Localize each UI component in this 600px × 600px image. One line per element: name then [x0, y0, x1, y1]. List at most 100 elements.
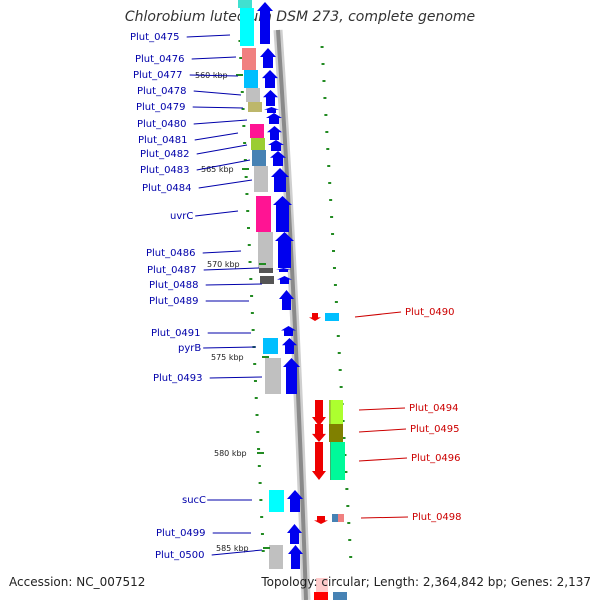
- tick-mark: [245, 193, 249, 195]
- gene-category-block: [331, 400, 343, 424]
- tick-mark: [259, 499, 263, 501]
- topology-text: Topology: circular; Length: 2,364,842 bp…: [261, 575, 591, 589]
- gene-label-left: Plut_0484: [142, 183, 192, 194]
- gene-label-right: Plut_0494: [409, 403, 459, 414]
- accession-text: Accession: NC_007512: [9, 575, 146, 589]
- scale-label: 585 kbp: [216, 544, 249, 553]
- tick-mark: [347, 522, 351, 524]
- tick-mark: [331, 233, 335, 235]
- tick-mark: [337, 352, 341, 354]
- forward-gene-arrow: [276, 268, 291, 272]
- leader-line: [196, 159, 251, 171]
- gene-category-block: [263, 338, 278, 354]
- gene-category-block: [242, 48, 256, 70]
- forward-gene-arrow: [273, 196, 292, 232]
- leader-line: [209, 376, 263, 379]
- gene-category-block: [244, 70, 258, 88]
- leader-line: [203, 267, 260, 271]
- forward-gene-arrow: [283, 358, 300, 394]
- tick-mark: [349, 556, 353, 558]
- gene-label-right: Plut_0496: [411, 453, 461, 464]
- scale-tick: [262, 356, 269, 358]
- gene-category-block: [240, 8, 254, 46]
- gene-category-block: [338, 514, 344, 522]
- leader-line: [196, 144, 248, 155]
- forward-gene-arrow: [262, 70, 278, 88]
- forward-gene-arrow: [266, 113, 282, 124]
- tick-mark: [342, 437, 346, 439]
- tick-mark: [246, 227, 250, 229]
- scale-tick: [263, 547, 270, 549]
- gene-category-block: [329, 424, 343, 442]
- tick-mark: [246, 210, 250, 212]
- forward-gene-arrow: [277, 276, 292, 284]
- tick-mark: [260, 516, 264, 518]
- tick-mark: [242, 125, 246, 127]
- leader-line: [194, 132, 239, 141]
- forward-gene-arrow: [271, 168, 289, 192]
- gene-label-right: Plut_0490: [405, 307, 455, 318]
- tick-mark: [346, 505, 350, 507]
- tick-mark: [249, 278, 253, 280]
- tick-mark: [260, 533, 264, 535]
- gene-category-block: [252, 150, 266, 166]
- gene-label-left: Plut_0483: [140, 165, 190, 176]
- tick-mark: [322, 80, 326, 82]
- leader-line: [191, 56, 237, 60]
- tick-mark: [328, 182, 332, 184]
- leader-line: [358, 428, 407, 433]
- label-leaders: [186, 34, 409, 556]
- tick-mark: [247, 244, 251, 246]
- tick-mark: [339, 386, 343, 388]
- tick-mark: [251, 329, 255, 331]
- scale-tick: [242, 168, 249, 170]
- gene-category-block: [238, 0, 252, 8]
- leader-line: [193, 90, 242, 96]
- forward-gene-arrow: [288, 545, 303, 569]
- gene-label-left: Plut_0477: [133, 70, 183, 81]
- gene-label-left: Plut_0487: [147, 265, 197, 276]
- gene-label-left: Plut_0486: [146, 248, 196, 259]
- forward-gene-arrow: [267, 126, 282, 140]
- forward-gene-arrow: [268, 140, 284, 151]
- leader-line: [205, 283, 263, 286]
- gene-label-left: Plut_0478: [137, 86, 187, 97]
- gene-label-left: pyrB: [178, 343, 201, 354]
- scale-tick: [259, 263, 266, 265]
- tick-mark: [261, 550, 265, 552]
- gene-category-block: [331, 442, 345, 480]
- forward-gene-arrow: [263, 90, 278, 106]
- forward-gene-arrow: [275, 232, 294, 268]
- gene-label-left: uvrC: [170, 211, 193, 222]
- gene-category-block: [248, 102, 262, 112]
- gene-labels: Plut_0475 Plut_0476 Plut_0477 Plut_0478 Plut…: [130, 32, 462, 561]
- tick-mark: [253, 380, 257, 382]
- tick-mark: [256, 431, 260, 433]
- leader-line: [358, 457, 408, 462]
- scale-label: 565 kbp: [201, 165, 234, 174]
- gene-features: [238, 0, 347, 600]
- leader-line: [358, 407, 406, 411]
- gene-category-block: [258, 232, 273, 268]
- scale-label: 570 kbp: [207, 260, 240, 269]
- forward-gene-arrow: [279, 290, 294, 310]
- reverse-gene-arrow: [312, 400, 326, 426]
- tick-mark: [323, 97, 327, 99]
- leader-line: [211, 549, 263, 556]
- scale-tick: [257, 452, 264, 454]
- tick-mark: [326, 148, 330, 150]
- tick-mark: [333, 284, 337, 286]
- gene-label-left: Plut_0500: [155, 550, 205, 561]
- tick-mark: [240, 91, 244, 93]
- leader-line: [203, 346, 257, 349]
- gene-category-block: [254, 166, 268, 192]
- tick-mark: [250, 312, 254, 314]
- tick-mark: [334, 301, 338, 303]
- forward-gene-arrow: [281, 326, 296, 336]
- gene-label-right: Plut_0498: [412, 512, 462, 523]
- leader-line: [192, 106, 244, 109]
- gene-category-block: [314, 592, 328, 600]
- tick-mark: [332, 250, 336, 252]
- gene-label-left: Plut_0481: [138, 135, 188, 146]
- gene-category-block: [256, 196, 271, 232]
